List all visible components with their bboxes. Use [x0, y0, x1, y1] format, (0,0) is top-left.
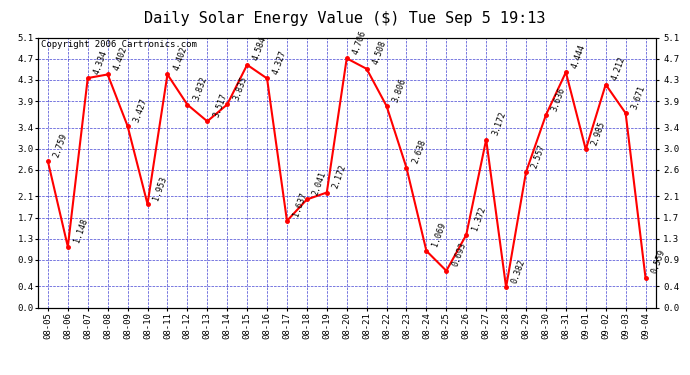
Text: 4.444: 4.444 — [570, 43, 587, 69]
Text: 4.706: 4.706 — [351, 29, 368, 56]
Text: 4.334: 4.334 — [92, 49, 109, 75]
Text: 3.832: 3.832 — [192, 75, 208, 102]
Text: Daily Solar Energy Value ($) Tue Sep 5 19:13: Daily Solar Energy Value ($) Tue Sep 5 1… — [144, 11, 546, 26]
Text: 3.806: 3.806 — [391, 76, 408, 103]
Text: 1.953: 1.953 — [152, 175, 168, 201]
Text: 2.759: 2.759 — [52, 132, 69, 159]
Text: 1.372: 1.372 — [471, 206, 487, 232]
Text: Copyright 2006 Cartronics.com: Copyright 2006 Cartronics.com — [41, 40, 197, 49]
Text: 2.172: 2.172 — [331, 163, 348, 190]
Text: 3.427: 3.427 — [132, 97, 149, 123]
Text: 4.212: 4.212 — [610, 55, 627, 82]
Text: 4.402: 4.402 — [172, 45, 188, 72]
Text: 4.402: 4.402 — [112, 45, 129, 72]
Text: 3.835: 3.835 — [231, 75, 248, 102]
Text: 2.557: 2.557 — [530, 143, 547, 170]
Text: 4.584: 4.584 — [251, 36, 268, 62]
Text: 4.327: 4.327 — [271, 49, 288, 76]
Text: 3.517: 3.517 — [211, 92, 228, 118]
Text: 2.041: 2.041 — [311, 170, 328, 196]
Text: 3.636: 3.636 — [550, 86, 567, 112]
Text: 3.172: 3.172 — [491, 110, 507, 137]
Text: 0.559: 0.559 — [650, 249, 667, 275]
Text: 4.508: 4.508 — [371, 39, 388, 66]
Text: 0.382: 0.382 — [511, 258, 527, 285]
Text: 2.985: 2.985 — [590, 120, 607, 147]
Text: 2.638: 2.638 — [411, 138, 428, 165]
Text: 1.637: 1.637 — [291, 192, 308, 218]
Text: 0.693: 0.693 — [451, 242, 468, 268]
Text: 1.148: 1.148 — [72, 217, 89, 244]
Text: 1.069: 1.069 — [431, 222, 448, 248]
Text: 3.671: 3.671 — [630, 84, 647, 110]
